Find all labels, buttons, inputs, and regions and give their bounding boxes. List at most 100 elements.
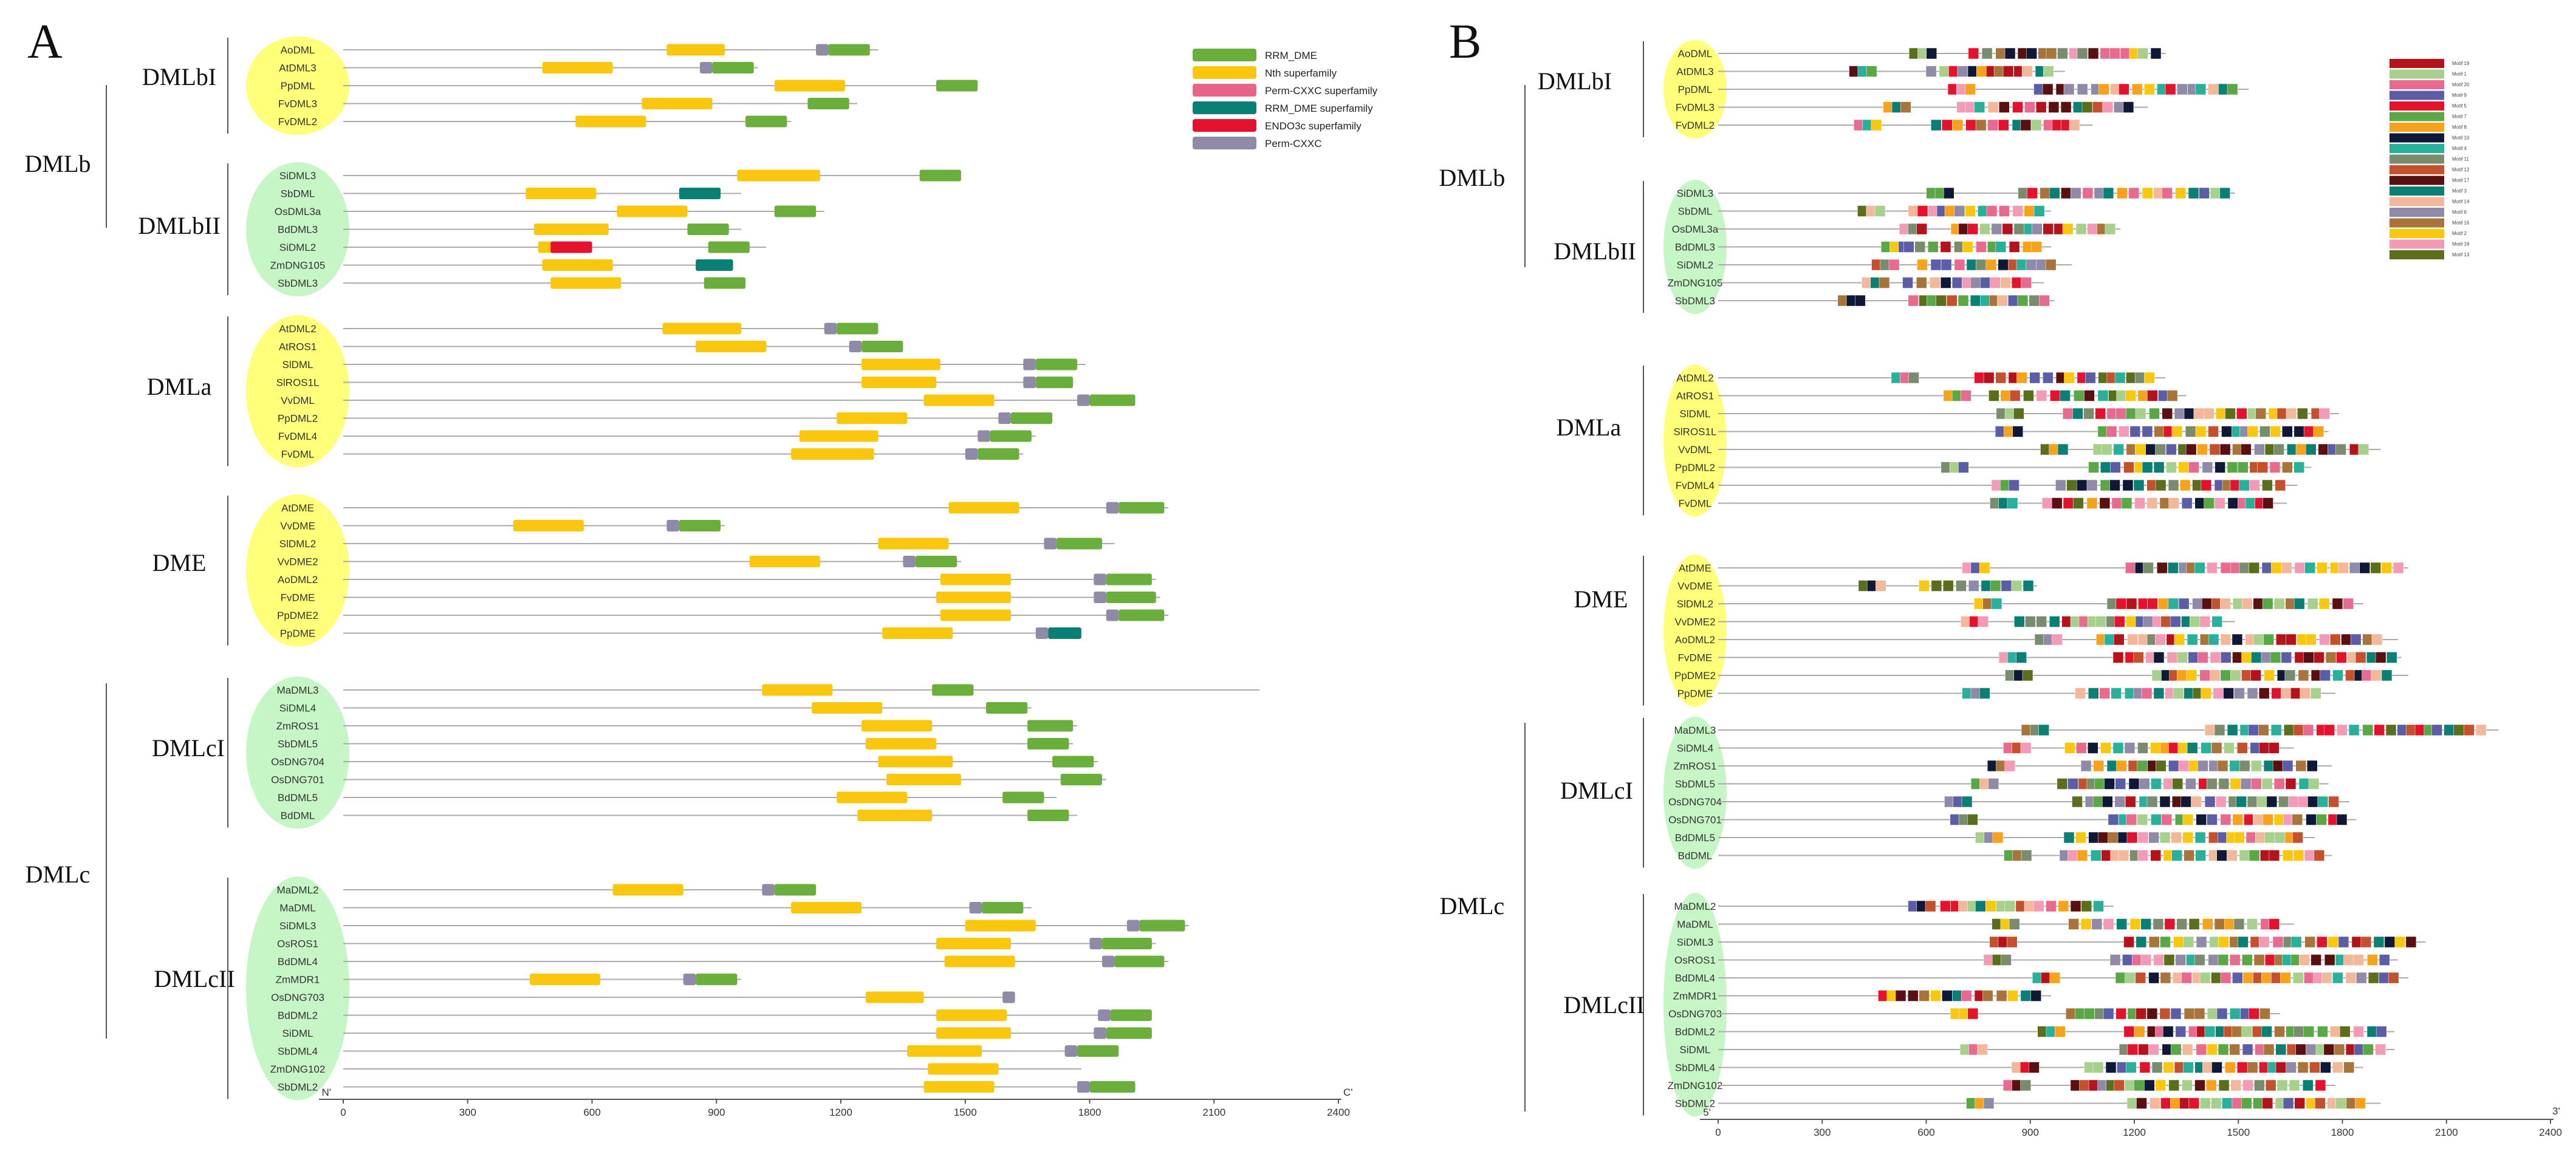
motif-box xyxy=(2043,372,2054,384)
motif-box xyxy=(2303,652,2314,663)
motif-box xyxy=(2077,850,2088,861)
motif-box xyxy=(2009,241,2020,253)
panel-b: B DMLbI AoDML AtDML3 PpDML FvDML3 FvDML2 DMLbI… xyxy=(1439,15,2562,1138)
motif-box xyxy=(2335,1098,2346,1109)
motif-box xyxy=(2024,900,2035,912)
motif-box xyxy=(2264,831,2275,844)
motif-box xyxy=(2305,633,2317,646)
legend-swatch xyxy=(2389,165,2444,174)
motif-box xyxy=(2293,724,2304,736)
perm-cxxc-domain xyxy=(824,323,837,335)
rrm-dme-domain xyxy=(679,520,721,531)
motif-box xyxy=(2068,918,2079,930)
motif-box xyxy=(2094,187,2105,199)
motif-box xyxy=(2210,652,2221,663)
motif-box xyxy=(2202,918,2213,930)
motif-box xyxy=(2125,408,2137,420)
motif-box xyxy=(2274,1026,2285,1037)
motif-box xyxy=(2174,408,2185,420)
motif-box xyxy=(2303,724,2314,736)
five-prime-label: 5' xyxy=(1703,1107,1711,1118)
motif-box xyxy=(2108,814,2119,825)
clade-label: DMLcI xyxy=(1560,777,1633,804)
motif-box xyxy=(2155,633,2166,646)
rrm-dme-domain xyxy=(1060,774,1102,785)
motif-box xyxy=(2239,562,2250,574)
motif-box xyxy=(2125,562,2136,574)
rrm-dme-superfamily-domain xyxy=(696,259,733,271)
nth-domain xyxy=(837,412,908,424)
motif-box xyxy=(2211,972,2222,984)
motif-box xyxy=(2111,688,2122,699)
gene-label: SbDML xyxy=(281,188,315,200)
gene-label: AoDML2 xyxy=(1675,634,1715,646)
motif-box xyxy=(2146,796,2158,808)
motif-box xyxy=(2151,814,2162,825)
nth-domain xyxy=(936,1009,1007,1021)
motif-box xyxy=(2239,760,2250,772)
motif-box xyxy=(2343,598,2354,610)
motif-box xyxy=(1961,990,1972,1002)
motif-box xyxy=(2405,936,2417,948)
x-tick-label: 0 xyxy=(1715,1127,1721,1138)
motif-box xyxy=(1914,241,1925,253)
motif-box xyxy=(2397,724,2408,736)
motif-box xyxy=(2067,778,2078,790)
motif-box xyxy=(2109,47,2120,60)
motif-box xyxy=(2249,1008,2259,1020)
motif-box xyxy=(2316,814,2327,825)
motif-box xyxy=(2307,760,2318,772)
motif-box xyxy=(2218,778,2230,790)
motif-box xyxy=(2092,1062,2104,1073)
motif-box xyxy=(2309,1062,2320,1073)
rrm-dme-domain xyxy=(745,115,787,128)
motif-box xyxy=(2137,47,2148,60)
motif-box xyxy=(2210,187,2221,199)
motif-box xyxy=(2248,724,2259,736)
motif-box xyxy=(2251,760,2262,772)
motif-box xyxy=(2179,479,2191,491)
motif-box xyxy=(2202,1062,2213,1073)
gene-label: ZmDNG105 xyxy=(270,260,326,271)
motif-box xyxy=(2332,598,2343,610)
perm-cxxc-domain xyxy=(849,341,862,352)
motif-box xyxy=(2175,954,2186,966)
gene-label: BdDML2 xyxy=(278,1010,318,1022)
motif-box xyxy=(2097,390,2109,401)
gene-label: OsDNG703 xyxy=(1668,1008,1722,1020)
motif-box xyxy=(1855,295,1866,307)
x-tick-label: 0 xyxy=(340,1107,346,1118)
gene-label: FvDML3 xyxy=(1676,102,1714,114)
motif-box xyxy=(1987,119,1999,131)
motif-box xyxy=(2043,223,2054,235)
motif-box xyxy=(2373,936,2385,948)
motif-box xyxy=(2098,831,2109,844)
rrm-dme-domain xyxy=(978,448,1019,460)
motif-box xyxy=(2318,443,2329,456)
motif-box xyxy=(2297,408,2308,420)
motif-box xyxy=(2288,796,2299,808)
gene-label: FvDML xyxy=(1679,498,1712,510)
perm-cxxc-domain xyxy=(683,974,696,985)
gene-label: FvDME xyxy=(1678,652,1713,664)
legend-swatch xyxy=(2389,144,2444,153)
motif-box xyxy=(2238,462,2249,473)
motif-box xyxy=(2368,972,2379,984)
motif-box xyxy=(2172,778,2184,790)
motif-box xyxy=(1902,277,1913,288)
x-tick-label: 600 xyxy=(1917,1127,1934,1138)
motif-box xyxy=(2115,598,2127,610)
gene-label: SbDML2 xyxy=(1675,1098,1715,1110)
motif-box xyxy=(2336,814,2348,825)
perm-cxxc-domain xyxy=(1077,394,1090,406)
motif-box xyxy=(2081,900,2092,912)
gene-label: VvDME2 xyxy=(1674,616,1715,628)
motif-box xyxy=(2171,426,2183,437)
gene-label: VvDME xyxy=(1677,581,1713,592)
motif-box xyxy=(2150,742,2161,754)
x-tick-label: 900 xyxy=(2022,1127,2039,1138)
motif-box xyxy=(2311,954,2321,966)
rrm-dme-domain xyxy=(990,430,1032,442)
rrm-dme-domain xyxy=(1106,592,1156,603)
motif-box xyxy=(1908,372,1919,384)
